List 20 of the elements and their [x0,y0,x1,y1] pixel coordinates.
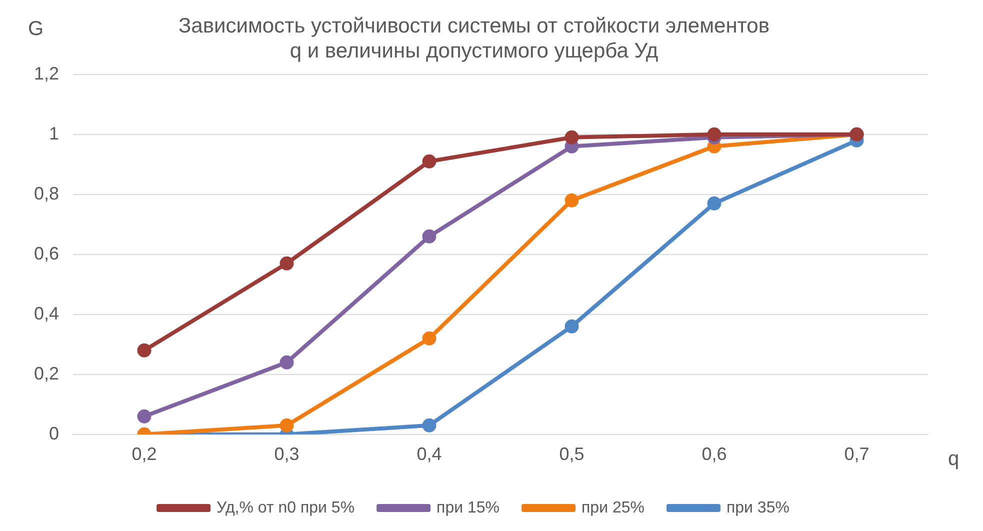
x-tick-label: 0,3 [274,444,300,464]
x-tick-label: 0,4 [416,444,442,464]
x-tick-label: 0,7 [844,444,870,464]
legend-label: при 35% [726,499,790,516]
y-tick-label: 0,4 [34,303,60,324]
y-tick-label: 0,2 [34,363,60,384]
legend-label: при 15% [436,499,500,516]
y-tick-label: 0,8 [34,183,60,204]
y-tick-label: 0,6 [34,243,60,264]
x-axis-title: q [948,448,960,471]
y-axis-title: G [28,18,44,41]
legend-label: Уд,% от n0 при 5% [216,499,355,516]
x-tick-label: 0,2 [132,444,157,464]
y-tick-label: 1 [49,123,60,144]
y-tick-label: 0 [49,423,60,444]
x-tick-label: 0,6 [702,444,727,464]
chart-title: Зависимость устойчивости системы от стойкости элементов q и величины допустимого ущерба Уд [178,14,770,63]
x-tick-label: 0,5 [559,444,584,464]
y-tick-label: 1,2 [34,63,60,84]
legend-label: при 25% [582,499,644,516]
